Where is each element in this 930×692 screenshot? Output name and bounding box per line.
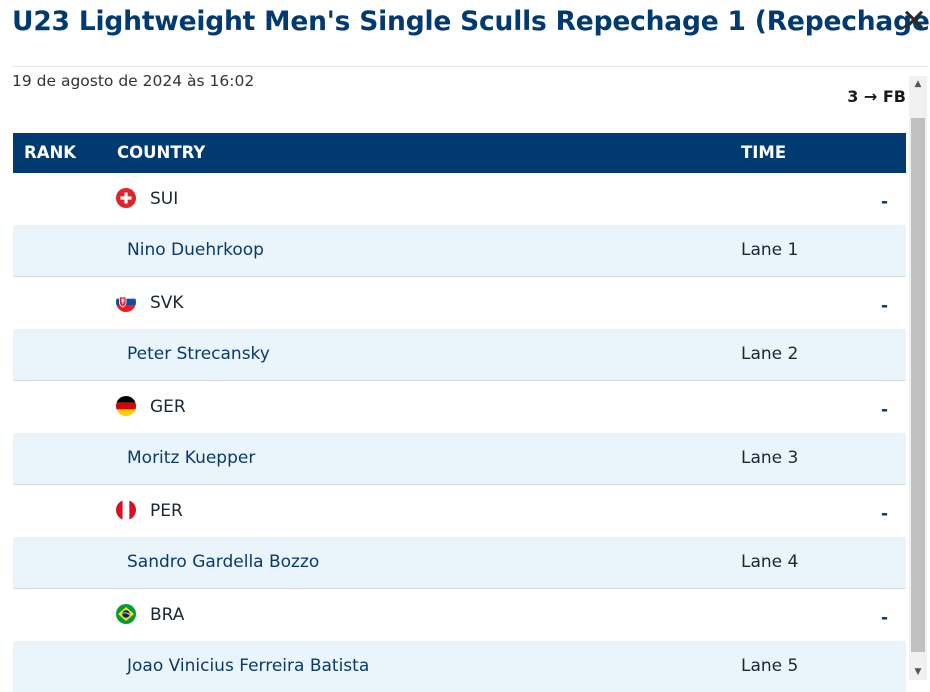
scroll-up-arrow-icon[interactable]: ▲ xyxy=(914,79,922,89)
country-code: SVK xyxy=(150,293,184,313)
table-row: BRA - xyxy=(13,588,906,641)
header-divider xyxy=(12,66,928,67)
table-row: GER - xyxy=(13,380,906,433)
lane-number: Lane 3 xyxy=(741,448,799,468)
result-time: - xyxy=(880,504,888,524)
table-row: PER - xyxy=(13,484,906,537)
flag-peru-icon xyxy=(116,500,136,520)
lane-number: Lane 2 xyxy=(741,344,799,364)
country-code: SUI xyxy=(150,189,179,209)
athlete-name[interactable]: Nino Duehrkoop xyxy=(127,240,264,260)
table-row: SVK - xyxy=(13,276,906,329)
athlete-row: Peter Strecansky Lane 2 xyxy=(13,329,906,380)
table-row: SUI - xyxy=(13,173,906,225)
athlete-row: Joao Vinicius Ferreira Batista Lane 5 xyxy=(13,641,906,692)
athlete-row: Nino Duehrkoop Lane 1 xyxy=(13,225,906,276)
scrollbar-thumb[interactable] xyxy=(911,118,925,652)
page-title: U23 Lightweight Men's Single Sculls Repe… xyxy=(12,6,930,37)
results-table: RANK COUNTRY TIME SUI - Nino Duehrkoop L… xyxy=(13,133,906,692)
result-time: - xyxy=(880,192,888,212)
athlete-row: Sandro Gardella Bozzo Lane 4 xyxy=(13,537,906,588)
athlete-name[interactable]: Sandro Gardella Bozzo xyxy=(127,552,320,572)
flag-brazil-icon xyxy=(116,604,136,624)
country-code: BRA xyxy=(150,605,185,625)
qualification-rule: 3 → FB xyxy=(847,87,906,106)
country-code: GER xyxy=(150,397,186,417)
column-header-country: COUNTRY xyxy=(117,143,206,162)
result-time: - xyxy=(880,608,888,628)
flag-switzerland-icon xyxy=(116,188,136,208)
vertical-scrollbar[interactable]: ▲ ▼ xyxy=(909,76,927,680)
column-header-time: TIME xyxy=(741,143,787,162)
lane-number: Lane 4 xyxy=(741,552,799,572)
athlete-row: Moritz Kuepper Lane 3 xyxy=(13,433,906,484)
race-datetime: 19 de agosto de 2024 às 16:02 xyxy=(12,72,255,90)
flag-slovakia-icon xyxy=(116,292,136,312)
close-icon[interactable]: ✕ xyxy=(901,3,927,39)
result-time: - xyxy=(880,400,888,420)
athlete-name[interactable]: Peter Strecansky xyxy=(127,344,270,364)
scroll-down-arrow-icon[interactable]: ▼ xyxy=(914,667,922,677)
lane-number: Lane 5 xyxy=(741,656,799,676)
table-header: RANK COUNTRY TIME xyxy=(13,133,906,173)
country-code: PER xyxy=(150,501,183,521)
lane-number: Lane 1 xyxy=(741,240,799,260)
result-time: - xyxy=(880,296,888,316)
column-header-rank: RANK xyxy=(24,143,77,162)
flag-germany-icon xyxy=(116,396,136,416)
athlete-name[interactable]: Moritz Kuepper xyxy=(127,448,256,468)
athlete-name[interactable]: Joao Vinicius Ferreira Batista xyxy=(127,656,370,676)
